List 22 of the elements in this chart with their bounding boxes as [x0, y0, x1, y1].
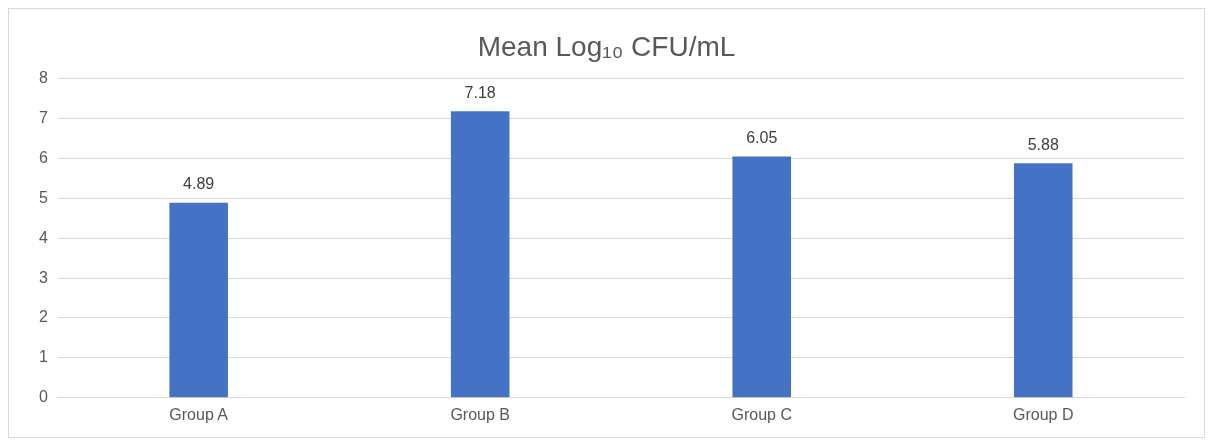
x-tick-label: Group D [1013, 405, 1074, 423]
bar [450, 111, 510, 398]
y-tick-label: 1 [38, 348, 48, 366]
y-tick-label: 6 [38, 148, 48, 166]
bar [169, 202, 228, 398]
y-tick-label: 2 [38, 308, 48, 326]
y-tick-label: 3 [38, 268, 48, 286]
y-tick-label: 0 [38, 388, 48, 406]
bar [732, 156, 791, 398]
x-tick-label: Group B [450, 405, 510, 423]
y-tick-label: 8 [38, 69, 48, 87]
data-label: 5.88 [1027, 135, 1059, 153]
chart-title: Mean Log₁₀ CFU/mL [477, 30, 736, 62]
x-tick-label: Group A [169, 405, 229, 423]
data-label: 4.89 [183, 175, 215, 193]
y-tick-label: 7 [38, 108, 48, 126]
data-label: 6.05 [746, 128, 778, 146]
y-tick-label: 4 [38, 228, 48, 246]
data-label: 7.18 [464, 83, 496, 101]
y-tick-label: 5 [38, 188, 48, 206]
x-tick-label: Group C [731, 405, 792, 423]
bar [1013, 163, 1073, 398]
